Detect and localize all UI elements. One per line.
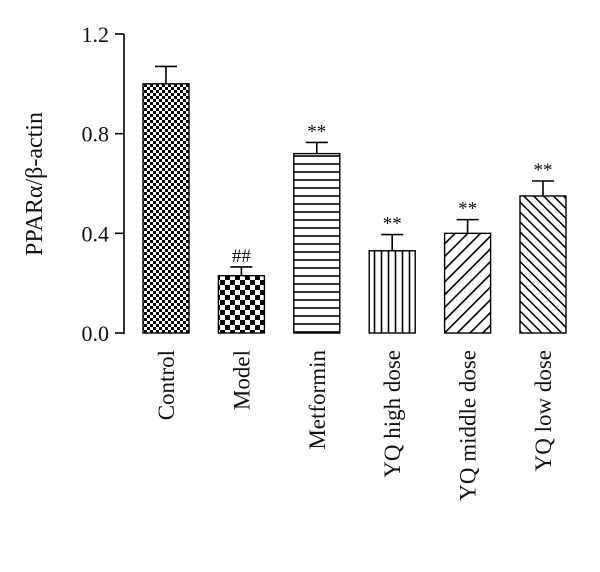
bar bbox=[443, 232, 492, 334]
significance-label: ** bbox=[458, 199, 477, 220]
x-axis-labels: Control Model Metformin YQ high dose YQ midd… bbox=[154, 350, 556, 501]
x-tick-label: Control bbox=[154, 350, 179, 420]
bar bbox=[293, 152, 341, 334]
bar-group: ## bbox=[217, 246, 266, 334]
bar bbox=[142, 83, 190, 334]
y-tick-label: 0.4 bbox=[82, 221, 110, 246]
x-tick-label: YQ middle dose bbox=[456, 350, 481, 501]
significance-label: ** bbox=[383, 214, 402, 235]
x-tick-label: YQ low dose bbox=[531, 350, 556, 471]
y-tick-label: 0.0 bbox=[82, 321, 110, 346]
bar-group: ** bbox=[443, 199, 492, 334]
bar-group bbox=[142, 65, 190, 334]
bar-group: ** bbox=[293, 121, 341, 334]
bar-group: ** bbox=[519, 160, 567, 334]
y-axis-label: PPARα/β-actin bbox=[22, 112, 48, 256]
bar bbox=[519, 195, 567, 334]
x-tick-label: YQ high dose bbox=[380, 350, 405, 478]
bars: ## ** ** ** ** bbox=[142, 65, 567, 334]
x-tick-label: Model bbox=[229, 350, 254, 410]
significance-label: ## bbox=[232, 246, 252, 267]
y-tick-label: 0.8 bbox=[82, 122, 110, 147]
bar-group: ** bbox=[368, 214, 416, 334]
significance-label: ** bbox=[307, 121, 326, 142]
significance-label: ** bbox=[534, 160, 553, 181]
y-tick-label: 1.2 bbox=[82, 22, 110, 47]
bar bbox=[217, 274, 266, 334]
y-axis: 0.0 0.4 0.8 1.2 bbox=[82, 22, 125, 346]
bar bbox=[368, 250, 416, 334]
x-tick-label: Metformin bbox=[305, 350, 330, 450]
